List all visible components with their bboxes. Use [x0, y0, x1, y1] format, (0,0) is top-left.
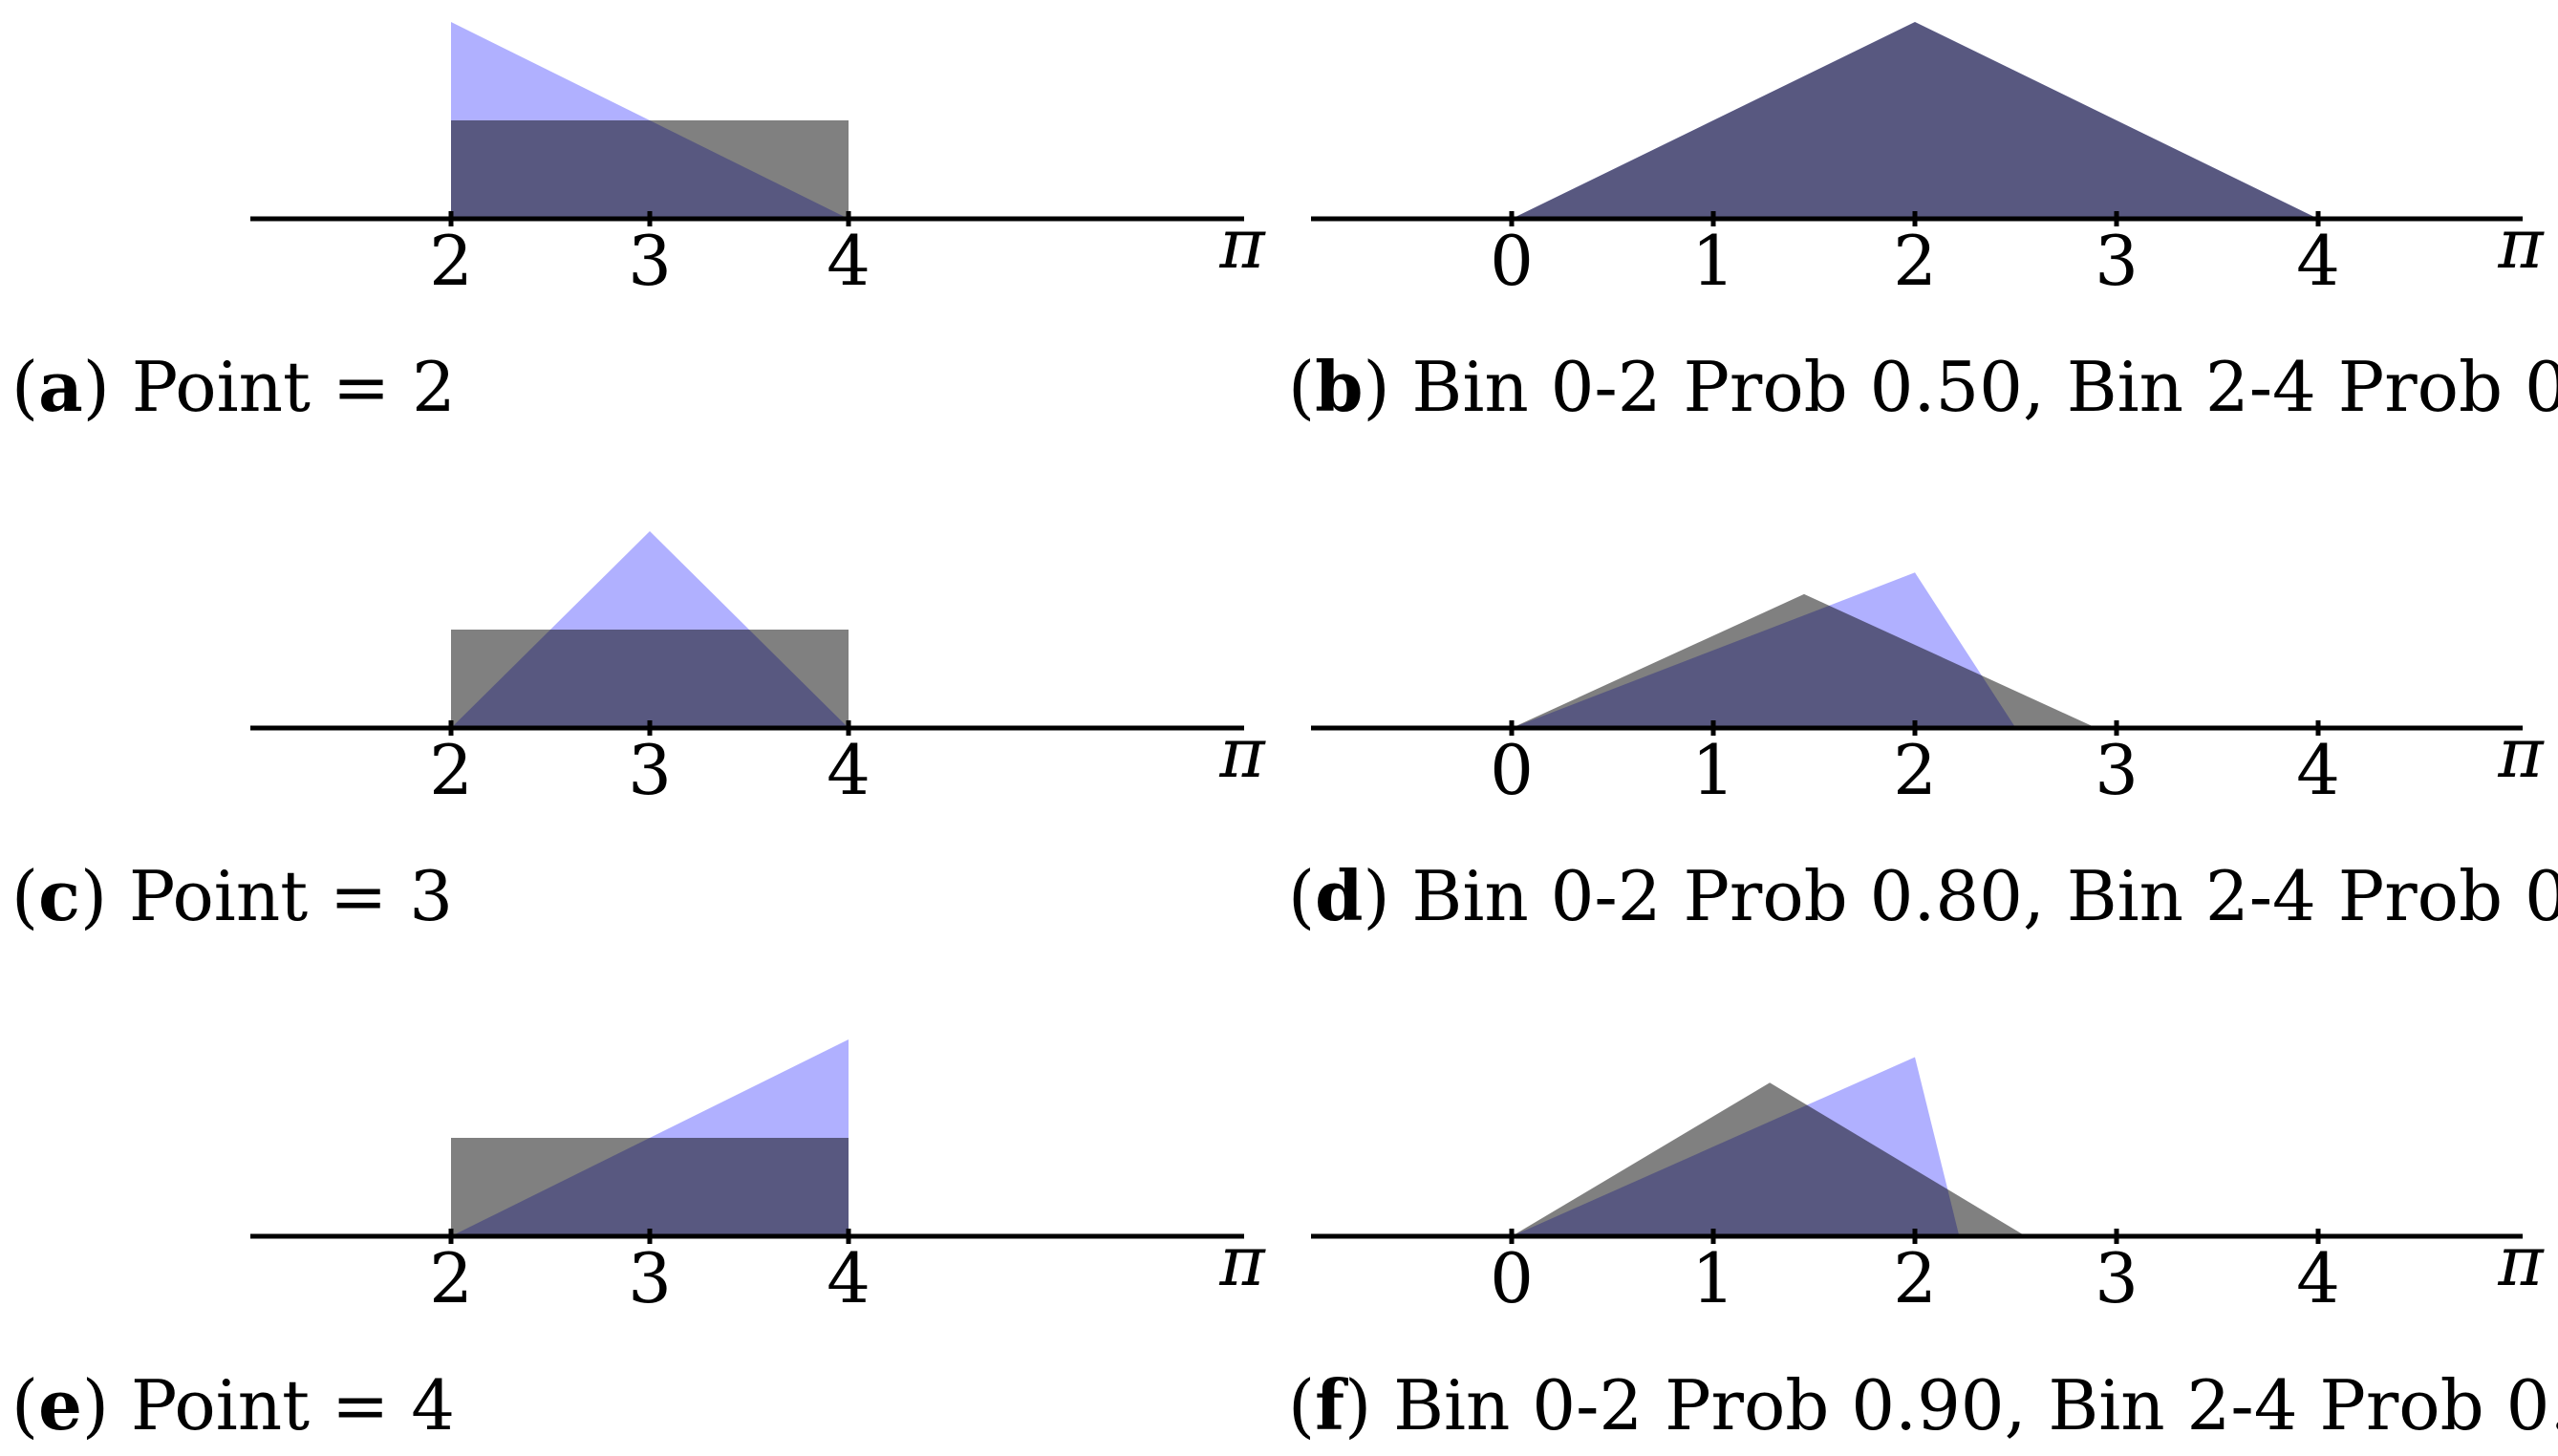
caption-letter: a: [38, 346, 83, 427]
caption-paren-open: (: [1288, 856, 1315, 936]
x-tick-label: 3: [2095, 1238, 2139, 1318]
chart-panel-a: 2 3 4 π (a) Point = 2: [11, 22, 1266, 427]
caption-paren-close: ): [82, 1365, 131, 1445]
x-axis-label: π: [2497, 203, 2545, 284]
panel-caption: (b) Bin 0-2 Prob 0.50, Bin 2-4 Prob 0.50: [1288, 346, 2558, 427]
chart-panel-b: 0 1 2 3 4 π (b) Bin 0-2 Prob 0.50, Bin 2-4 Pro…: [1288, 22, 2558, 427]
panel-caption: (e) Point = 4: [11, 1364, 455, 1445]
series-blue-area: [1512, 22, 2318, 219]
series-blue-area: [451, 531, 849, 728]
x-tick-label: 4: [827, 730, 871, 810]
caption-paren-open: (: [1288, 347, 1315, 427]
x-axis-label: π: [1218, 713, 1266, 793]
caption-paren-open: (: [11, 347, 38, 427]
series-blue-area: [451, 22, 849, 219]
caption-letter: e: [38, 1364, 82, 1445]
x-axis-label: π: [2497, 1221, 2545, 1301]
caption-body: Bin 0-2 Prob 0.80, Bin 2-4 Prob 0.20: [1411, 856, 2558, 936]
caption-paren-close: ): [1344, 1365, 1393, 1445]
caption-letter: f: [1315, 1364, 1348, 1445]
x-tick-label: 4: [827, 221, 871, 301]
caption-body: Bin 0-2 Prob 0.90, Bin 2-4 Prob 0.10: [1393, 1365, 2558, 1445]
x-tick-label: 1: [1691, 1238, 1735, 1318]
caption-paren-open: (: [11, 856, 38, 936]
caption-paren-close: ): [1363, 347, 1411, 427]
panel-caption: (f) Bin 0-2 Prob 0.90, Bin 2-4 Prob 0.10: [1288, 1364, 2558, 1445]
caption-paren-close: ): [1363, 856, 1411, 936]
chart-panel-e: 2 3 4 π (e) Point = 4: [11, 1039, 1266, 1445]
caption-paren-open: (: [1288, 1365, 1315, 1445]
x-tick-label: 0: [1490, 1238, 1534, 1318]
x-tick-label: 2: [429, 1238, 473, 1318]
x-tick-label: 1: [1691, 221, 1735, 301]
x-tick-label: 3: [628, 730, 672, 810]
x-tick-label: 3: [628, 221, 672, 301]
panel-caption: (c) Point = 3: [11, 855, 453, 936]
x-tick-label: 3: [2095, 730, 2139, 810]
x-tick-label: 4: [2296, 730, 2340, 810]
series-blue-area: [1512, 1057, 1960, 1236]
caption-body: Bin 0-2 Prob 0.50, Bin 2-4 Prob 0.50: [1411, 347, 2558, 427]
x-tick-label: 3: [628, 1238, 672, 1318]
x-tick-label: 1: [1691, 730, 1735, 810]
x-tick-label: 2: [429, 221, 473, 301]
x-tick-label: 2: [1893, 730, 1937, 810]
caption-body: Point = 2: [132, 347, 456, 427]
x-tick-label: 2: [1893, 221, 1937, 301]
series-blue-area: [451, 1039, 849, 1236]
caption-letter: d: [1315, 855, 1363, 936]
x-tick-label: 2: [1893, 1238, 1937, 1318]
x-axis-label: π: [1218, 1221, 1266, 1301]
x-tick-label: 4: [827, 1238, 871, 1318]
caption-letter: c: [38, 855, 80, 936]
panels: 2 3 4 π(a) Point = 20 1 2 3 4 π(b) Bin 0-2 Prob …: [11, 22, 2558, 1445]
chart-panel-d: 0 1 2 3 4 π (d) Bin 0-2 Prob 0.80, Bin 2-4 Pro…: [1288, 572, 2558, 936]
caption-paren-open: (: [11, 1365, 38, 1445]
x-tick-label: 0: [1490, 221, 1534, 301]
caption-paren-close: ): [83, 347, 132, 427]
series-blue-area: [1512, 572, 2016, 728]
caption-letter: b: [1315, 346, 1363, 427]
x-tick-label: 4: [2296, 221, 2340, 301]
x-tick-label: 0: [1490, 730, 1534, 810]
x-axis-label: π: [2497, 713, 2545, 793]
x-tick-label: 4: [2296, 1238, 2340, 1318]
panel-caption: (a) Point = 2: [11, 346, 456, 427]
x-axis-label: π: [1218, 203, 1266, 284]
x-tick-label: 3: [2095, 221, 2139, 301]
x-tick-label: 2: [429, 730, 473, 810]
caption-body: Point = 3: [129, 856, 453, 936]
caption-paren-close: ): [80, 856, 129, 936]
panel-caption: (d) Bin 0-2 Prob 0.80, Bin 2-4 Prob 0.20: [1288, 855, 2558, 936]
caption-body: Point = 4: [131, 1365, 455, 1445]
chart-panel-f: 0 1 2 3 4 π (f) Bin 0-2 Prob 0.90, Bin 2-4 Pro…: [1288, 1057, 2558, 1445]
chart-panel-c: 2 3 4 π (c) Point = 3: [11, 531, 1266, 936]
